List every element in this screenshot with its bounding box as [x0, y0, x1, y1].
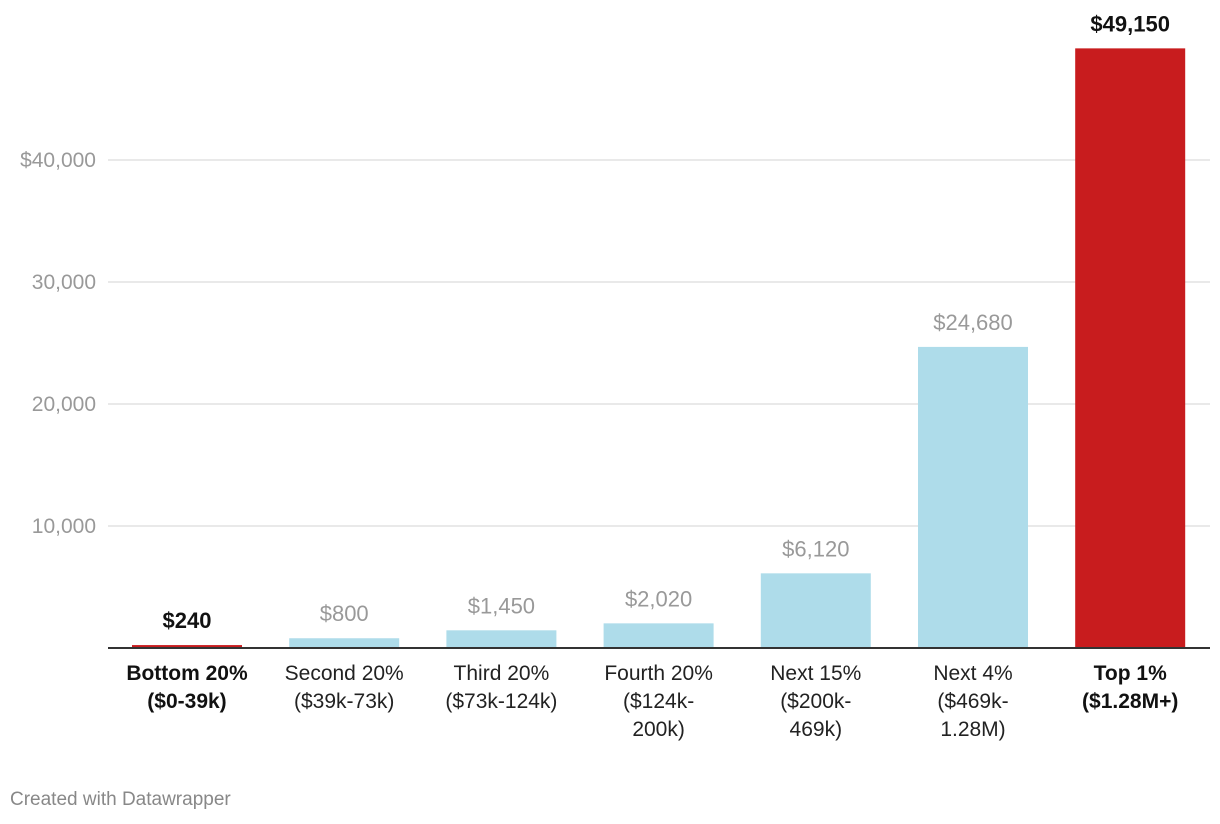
bar [1075, 48, 1186, 649]
x-axis-category-labels: Bottom 20% ($0-39k) Second 20% ($39k-73k) Th… [126, 662, 1178, 741]
value-labels: $240 $800 $1,450 $2,020 $6,120 $24,680 $49,150 [163, 11, 1170, 633]
y-tick-label: 20,000 [32, 393, 96, 416]
value-label: $240 [163, 608, 212, 633]
value-label: $1,450 [468, 593, 535, 618]
x-category-label: Third 20% ($73k-124k) [445, 662, 557, 713]
bar [132, 645, 242, 648]
bar [918, 346, 1028, 648]
value-label: $6,120 [782, 536, 849, 561]
value-label: $24,680 [933, 310, 1013, 335]
bars [132, 48, 1186, 649]
y-tick-label: $40,000 [20, 149, 96, 172]
bar [760, 573, 871, 648]
x-category-label: Next 4% ($469k-1.28M) [933, 662, 1012, 741]
bar [446, 630, 557, 648]
gridlines [108, 159, 1210, 527]
value-label: $49,150 [1090, 11, 1170, 36]
value-label: $800 [320, 601, 369, 626]
bar [603, 623, 714, 648]
x-category-label: Second 20% ($39k-73k) [285, 662, 404, 713]
x-category-label: Top 1% ($1.28M+) [1082, 662, 1178, 713]
credit-text: Created with Datawrapper [10, 789, 231, 810]
y-tick-label: 30,000 [32, 271, 96, 294]
y-axis-tick-labels: 10,000 20,000 30,000 $40,000 [20, 149, 96, 538]
x-category-label: Bottom 20% ($0-39k) [126, 662, 248, 713]
value-label: $2,020 [625, 586, 692, 611]
x-category-label: Next 15% ($200k-469k) [770, 662, 861, 741]
bar-chart: 10,000 20,000 30,000 $40,000 $240 $800 $1,450… [20, 11, 1210, 741]
x-category-label: Fourth 20% ($124k-200k) [604, 662, 713, 741]
bar [289, 638, 400, 648]
y-tick-label: 10,000 [32, 515, 96, 538]
